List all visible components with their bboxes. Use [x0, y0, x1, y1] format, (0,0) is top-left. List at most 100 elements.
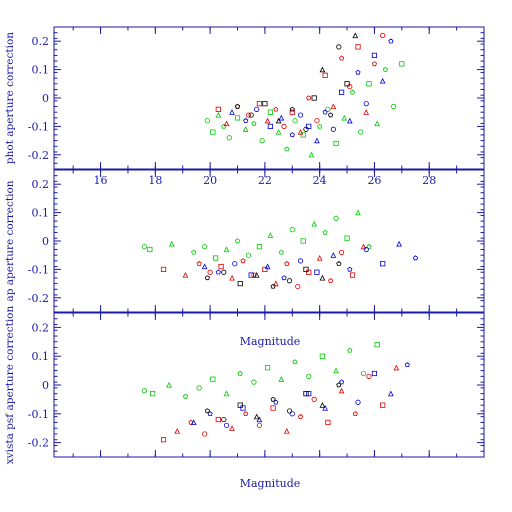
data-point	[202, 244, 208, 250]
data-point	[223, 390, 230, 397]
data-point	[289, 109, 295, 115]
data-point	[347, 347, 353, 353]
data-point	[265, 365, 271, 371]
y-tick-label: -0.1	[28, 408, 49, 421]
plot-frame	[53, 169, 485, 313]
data-point	[306, 123, 312, 129]
y-tick-label: 0.1	[32, 350, 50, 363]
data-point	[245, 252, 252, 258]
data-point	[308, 151, 315, 158]
data-point	[229, 425, 235, 431]
data-point	[306, 391, 312, 397]
data-point	[363, 246, 369, 253]
data-point	[262, 101, 268, 107]
data-point	[264, 263, 271, 270]
data-point	[366, 373, 372, 379]
data-point	[273, 106, 279, 112]
data-point	[270, 396, 276, 402]
data-point	[336, 382, 342, 388]
data-point	[292, 118, 298, 124]
data-point	[283, 427, 290, 434]
data-point	[311, 220, 318, 227]
data-point	[363, 101, 369, 107]
data-point	[371, 52, 378, 59]
data-point	[412, 255, 419, 261]
data-point	[215, 106, 221, 112]
data-point	[333, 215, 339, 221]
data-point	[319, 402, 326, 408]
data-point	[355, 399, 361, 405]
y-axis-label-xvista: xvista psf aperture correction	[4, 306, 16, 465]
y-tick-label: 0.1	[32, 207, 50, 220]
data-point	[297, 128, 304, 135]
data-point	[270, 405, 276, 411]
data-point	[303, 391, 309, 397]
data-point	[234, 238, 241, 244]
data-point	[404, 362, 410, 368]
data-point	[243, 411, 249, 417]
data-point	[366, 81, 372, 87]
data-point	[234, 115, 241, 121]
y-tick-label: 0.2	[32, 35, 50, 48]
data-point	[259, 138, 265, 144]
data-point	[314, 137, 320, 144]
data-point	[374, 342, 380, 348]
y-axis-label-ap: ap aperture correction	[4, 180, 16, 301]
data-point	[243, 118, 249, 123]
data-point	[149, 391, 156, 397]
data-point	[360, 370, 367, 377]
data-point	[166, 381, 172, 388]
data-point	[311, 396, 317, 402]
data-point	[306, 95, 312, 101]
data-point	[196, 261, 202, 266]
data-point	[379, 77, 386, 84]
data-point	[141, 244, 147, 250]
data-point	[253, 413, 260, 420]
data-point	[347, 266, 353, 272]
data-point	[256, 244, 263, 250]
data-point	[349, 272, 356, 278]
data-point	[262, 266, 268, 273]
data-point	[346, 117, 353, 124]
data-point	[190, 419, 197, 426]
data-point	[316, 254, 323, 261]
data-point	[229, 109, 235, 115]
data-point	[380, 261, 386, 267]
y-tick-label: 0	[42, 92, 49, 105]
data-point	[264, 117, 271, 124]
xvista-psf-aperture-correction-panel: -0.2 -0.1 0 0.1 0.2	[28, 312, 485, 458]
data-point	[303, 126, 309, 132]
data-point	[352, 411, 358, 417]
data-point	[328, 112, 334, 118]
data-point	[204, 275, 210, 281]
data-point	[229, 274, 235, 281]
data-point	[396, 240, 402, 247]
data-point	[330, 103, 337, 110]
data-point	[297, 112, 304, 118]
x-tick-label: 22	[258, 174, 272, 187]
data-point	[215, 269, 221, 275]
data-point	[215, 111, 222, 118]
data-point	[275, 128, 282, 135]
data-point	[232, 261, 238, 267]
data-point	[349, 89, 356, 95]
data-point	[289, 411, 295, 417]
y-tick-label: -0.1	[28, 120, 49, 133]
data-point	[191, 249, 197, 255]
data-point	[270, 283, 276, 289]
y-tick-label: 0.1	[32, 64, 50, 77]
data-point	[399, 61, 405, 67]
data-point	[207, 269, 213, 275]
data-point	[306, 373, 312, 379]
data-point	[281, 275, 287, 281]
x-tick-label: 28	[422, 174, 436, 187]
x-tick-label: 20	[203, 174, 217, 187]
data-point	[267, 123, 273, 129]
data-point	[202, 431, 208, 437]
data-point	[289, 227, 295, 233]
data-point	[212, 255, 219, 261]
data-point	[256, 416, 263, 423]
data-point	[339, 55, 345, 61]
data-point	[325, 419, 331, 426]
y-tick-label: -0.2	[28, 437, 49, 450]
